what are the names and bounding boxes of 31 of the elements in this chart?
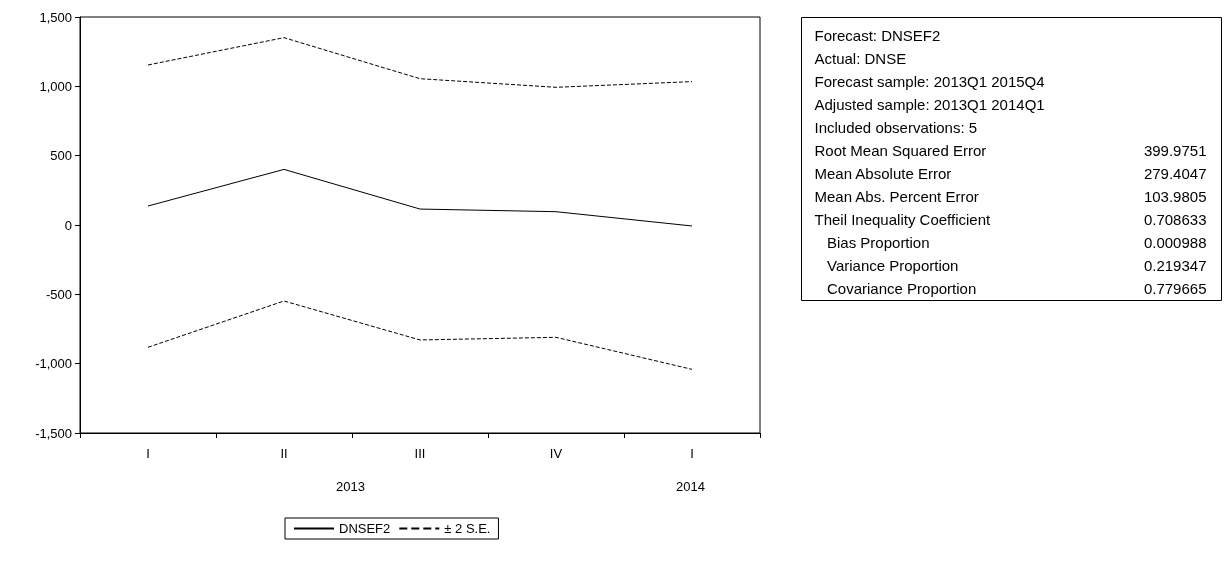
text: Theil Inequality Coefficient 0.708633 [814,210,1207,228]
text: Covariance Proportion 0.779665 [827,279,1207,297]
text: Bias Proportion 0.000988 [827,233,1207,251]
text: Included observations: 5 [814,118,978,136]
text: 2014 [676,479,705,494]
x-tick-label: I [690,446,694,461]
y-tick-label: -1,000 [35,356,72,372]
text: Adjusted sample: 2013Q1 2014Q1 [814,95,1045,113]
x-tick-label: II [280,446,288,461]
text: Mean Absolute Error 279.4047 [814,164,1207,182]
text: Variance Proportion 0.219347 [827,256,1207,274]
y-tick-label: 0 [64,217,72,233]
y-tick-label: 1,500 [39,9,72,25]
legend-label: ± 2 S.E. [444,521,491,536]
line-series [147,300,693,370]
line-series [147,168,693,227]
text: 2013 [336,479,365,494]
x-tick-label: III [414,446,426,461]
x-tick-label: I [146,446,150,461]
y-tick-label: -500 [45,286,72,302]
text: Root Mean Squared Error 399.9751 [814,141,1207,159]
text: Mean Abs. Percent Error 103.9805 [814,187,1207,205]
y-tick-label: -1,500 [35,425,72,441]
text: Forecast: DNSEF2 [814,26,941,44]
text: Forecast sample: 2013Q1 2015Q4 [814,72,1045,90]
text: Actual: DNSE [814,49,907,67]
x-tick-label: IV [549,446,563,461]
line-series [147,37,693,88]
y-tick-label: 500 [50,148,72,164]
y-tick-label: 1,000 [39,78,72,94]
legend-label: DNSEF2 [339,521,391,536]
